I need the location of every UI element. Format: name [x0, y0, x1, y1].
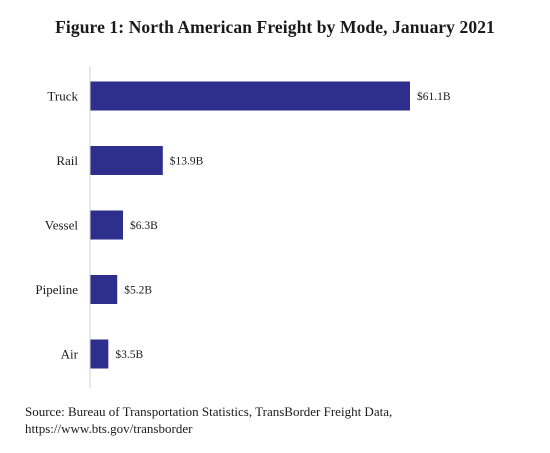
value-label-air: $3.5B — [115, 348, 143, 361]
bar-vessel — [90, 210, 123, 240]
category-label-air: Air — [61, 347, 79, 362]
source-note: Source: Bureau of Transportation Statist… — [25, 403, 535, 437]
category-label-vessel: Vessel — [45, 218, 79, 233]
value-label-vessel: $6.3B — [130, 219, 158, 232]
bar-pipeline — [90, 275, 118, 304]
bars-layer: Truck $61.1B Rail $13.9B Vessel $6.3B Pipeline… — [35, 81, 451, 369]
value-label-pipeline: $5.2B — [124, 284, 152, 297]
value-label-truck: $61.1B — [417, 90, 451, 103]
bar-truck — [90, 81, 410, 111]
source-line-2: https://www.bts.gov/transborder — [25, 421, 193, 436]
source-line-1: Source: Bureau of Transportation Statist… — [25, 404, 393, 419]
bar-air — [90, 339, 109, 369]
chart-title: Figure 1: North American Freight by Mode… — [55, 17, 495, 37]
bar-rail — [90, 146, 163, 175]
value-label-rail: $13.9B — [170, 155, 204, 168]
category-label-rail: Rail — [56, 153, 78, 168]
category-label-pipeline: Pipeline — [35, 282, 78, 297]
category-label-truck: Truck — [47, 89, 78, 104]
